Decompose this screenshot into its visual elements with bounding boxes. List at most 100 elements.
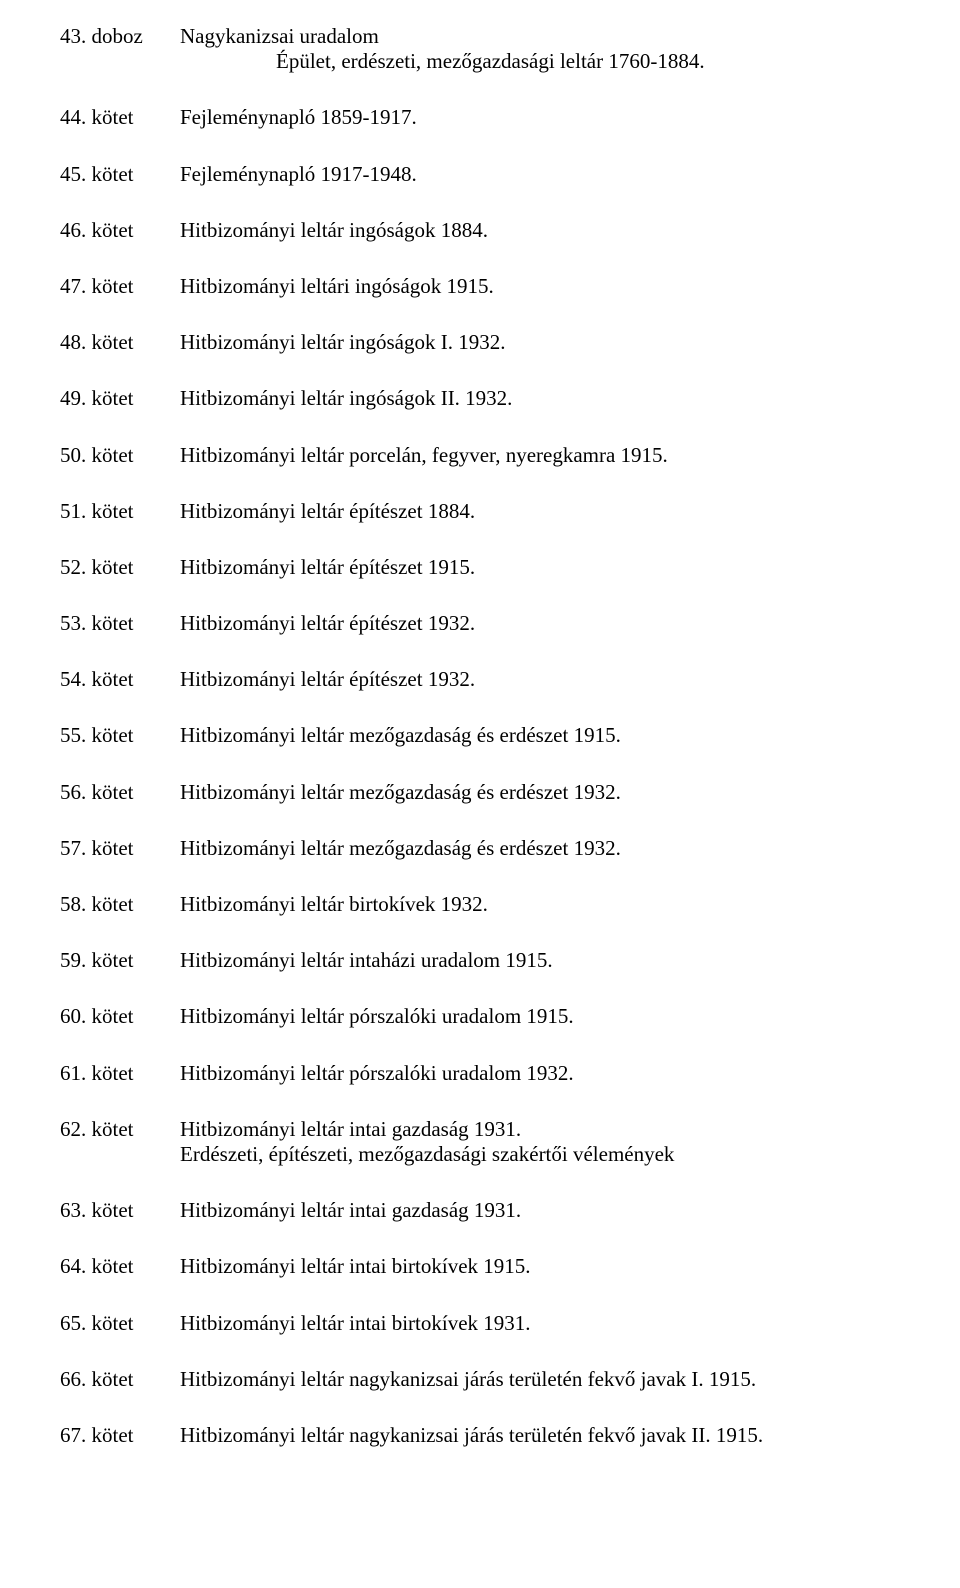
- item-description: Hitbizományi leltár építészet 1932.: [180, 667, 900, 692]
- list-item: 62. kötetHitbizományi leltár intai gazda…: [60, 1117, 900, 1167]
- item-reference: 49. kötet: [60, 386, 180, 411]
- item-description: Nagykanizsai uradalomÉpület, erdészeti, …: [180, 24, 900, 74]
- item-description: Hitbizományi leltár nagykanizsai járás t…: [180, 1423, 900, 1448]
- list-item: 46. kötetHitbizományi leltár ingóságok 1…: [60, 218, 900, 243]
- list-item: 53. kötetHitbizományi leltár építészet 1…: [60, 611, 900, 636]
- item-description: Hitbizományi leltár pórszalóki uradalom …: [180, 1004, 900, 1029]
- item-description-line: Hitbizományi leltári ingóságok 1915.: [180, 274, 900, 299]
- item-reference: 56. kötet: [60, 780, 180, 805]
- list-item: 48. kötetHitbizományi leltár ingóságok I…: [60, 330, 900, 355]
- item-reference: 66. kötet: [60, 1367, 180, 1392]
- list-item: 50. kötetHitbizományi leltár porcelán, f…: [60, 443, 900, 468]
- item-description: Hitbizományi leltár intai birtokívek 193…: [180, 1311, 900, 1336]
- item-description: Hitbizományi leltár intaházi uradalom 19…: [180, 948, 900, 973]
- list-item: 57. kötetHitbizományi leltár mezőgazdasá…: [60, 836, 900, 861]
- item-description-line: Hitbizományi leltár intai birtokívek 193…: [180, 1311, 900, 1336]
- item-reference: 52. kötet: [60, 555, 180, 580]
- item-description-line: Fejleménynapló 1859-1917.: [180, 105, 900, 130]
- item-description: Hitbizományi leltár intai birtokívek 191…: [180, 1254, 900, 1279]
- item-description-line: Hitbizományi leltár nagykanizsai járás t…: [180, 1423, 900, 1448]
- list-item: 47. kötetHitbizományi leltári ingóságok …: [60, 274, 900, 299]
- item-reference: 60. kötet: [60, 1004, 180, 1029]
- item-description: Hitbizományi leltár mezőgazdaság és erdé…: [180, 780, 900, 805]
- item-description: Hitbizományi leltár építészet 1932.: [180, 611, 900, 636]
- item-description: Hitbizományi leltári ingóságok 1915.: [180, 274, 900, 299]
- item-description: Hitbizományi leltár ingóságok 1884.: [180, 218, 900, 243]
- item-description: Hitbizományi leltár ingóságok I. 1932.: [180, 330, 900, 355]
- item-description: Hitbizományi leltár porcelán, fegyver, n…: [180, 443, 900, 468]
- item-description: Hitbizományi leltár intai gazdaság 1931.…: [180, 1117, 900, 1167]
- list-item: 56. kötetHitbizományi leltár mezőgazdasá…: [60, 780, 900, 805]
- item-reference: 59. kötet: [60, 948, 180, 973]
- catalog-list: 43. dobozNagykanizsai uradalomÉpület, er…: [60, 24, 900, 1448]
- item-reference: 65. kötet: [60, 1311, 180, 1336]
- item-description: Hitbizományi leltár építészet 1884.: [180, 499, 900, 524]
- item-description-line: Hitbizományi leltár intai birtokívek 191…: [180, 1254, 900, 1279]
- item-description: Hitbizományi leltár pórszalóki uradalom …: [180, 1061, 900, 1086]
- item-reference: 55. kötet: [60, 723, 180, 748]
- item-reference: 48. kötet: [60, 330, 180, 355]
- item-description-line: Hitbizományi leltár pórszalóki uradalom …: [180, 1061, 900, 1086]
- item-reference: 44. kötet: [60, 105, 180, 130]
- list-item: 44. kötetFejleménynapló 1859-1917.: [60, 105, 900, 130]
- list-item: 51. kötetHitbizományi leltár építészet 1…: [60, 499, 900, 524]
- item-reference: 62. kötet: [60, 1117, 180, 1142]
- list-item: 60. kötetHitbizományi leltár pórszalóki …: [60, 1004, 900, 1029]
- item-description-line: Hitbizományi leltár mezőgazdaság és erdé…: [180, 836, 900, 861]
- list-item: 64. kötetHitbizományi leltár intai birto…: [60, 1254, 900, 1279]
- item-description-line: Hitbizományi leltár ingóságok II. 1932.: [180, 386, 900, 411]
- item-reference: 57. kötet: [60, 836, 180, 861]
- list-item: 43. dobozNagykanizsai uradalomÉpület, er…: [60, 24, 900, 74]
- item-reference: 45. kötet: [60, 162, 180, 187]
- list-item: 58. kötetHitbizományi leltár birtokívek …: [60, 892, 900, 917]
- item-description-line: Hitbizományi leltár építészet 1932.: [180, 667, 900, 692]
- item-reference: 64. kötet: [60, 1254, 180, 1279]
- item-description: Fejleménynapló 1859-1917.: [180, 105, 900, 130]
- item-reference: 46. kötet: [60, 218, 180, 243]
- list-item: 65. kötetHitbizományi leltár intai birto…: [60, 1311, 900, 1336]
- item-description-line: Hitbizományi leltár intai gazdaság 1931.: [180, 1117, 900, 1142]
- item-reference: 50. kötet: [60, 443, 180, 468]
- item-description-line: Hitbizományi leltár mezőgazdaság és erdé…: [180, 780, 900, 805]
- item-reference: 63. kötet: [60, 1198, 180, 1223]
- item-description-line: Hitbizományi leltár építészet 1932.: [180, 611, 900, 636]
- item-description: Hitbizományi leltár nagykanizsai járás t…: [180, 1367, 900, 1392]
- list-item: 45. kötetFejleménynapló 1917-1948.: [60, 162, 900, 187]
- item-reference: 51. kötet: [60, 499, 180, 524]
- item-reference: 67. kötet: [60, 1423, 180, 1448]
- item-description: Hitbizományi leltár építészet 1915.: [180, 555, 900, 580]
- item-reference: 53. kötet: [60, 611, 180, 636]
- item-description-line: Hitbizományi leltár nagykanizsai járás t…: [180, 1367, 900, 1392]
- item-description-line: Hitbizományi leltár porcelán, fegyver, n…: [180, 443, 900, 468]
- item-reference: 54. kötet: [60, 667, 180, 692]
- list-item: 49. kötetHitbizományi leltár ingóságok I…: [60, 386, 900, 411]
- item-description-line: Fejleménynapló 1917-1948.: [180, 162, 900, 187]
- list-item: 66. kötetHitbizományi leltár nagykanizsa…: [60, 1367, 900, 1392]
- item-reference: 47. kötet: [60, 274, 180, 299]
- item-description: Fejleménynapló 1917-1948.: [180, 162, 900, 187]
- item-description-line: Hitbizományi leltár mezőgazdaság és erdé…: [180, 723, 900, 748]
- item-description-line: Hitbizományi leltár birtokívek 1932.: [180, 892, 900, 917]
- item-description-line: Hitbizományi leltár ingóságok I. 1932.: [180, 330, 900, 355]
- list-item: 67. kötetHitbizományi leltár nagykanizsa…: [60, 1423, 900, 1448]
- item-description: Hitbizományi leltár mezőgazdaság és erdé…: [180, 836, 900, 861]
- item-description: Hitbizományi leltár ingóságok II. 1932.: [180, 386, 900, 411]
- list-item: 61. kötetHitbizományi leltár pórszalóki …: [60, 1061, 900, 1086]
- item-description-line: Hitbizományi leltár intai gazdaság 1931.: [180, 1198, 900, 1223]
- item-description-line: Nagykanizsai uradalom: [180, 24, 900, 49]
- list-item: 54. kötetHitbizományi leltár építészet 1…: [60, 667, 900, 692]
- list-item: 55. kötetHitbizományi leltár mezőgazdasá…: [60, 723, 900, 748]
- list-item: 63. kötetHitbizományi leltár intai gazda…: [60, 1198, 900, 1223]
- item-description: Hitbizományi leltár mezőgazdaság és erdé…: [180, 723, 900, 748]
- item-description-line: Hitbizományi leltár építészet 1884.: [180, 499, 900, 524]
- item-description-line: Hitbizományi leltár intaházi uradalom 19…: [180, 948, 900, 973]
- item-reference: 43. doboz: [60, 24, 180, 49]
- item-description-line: Hitbizományi leltár ingóságok 1884.: [180, 218, 900, 243]
- item-description: Hitbizományi leltár intai gazdaság 1931.: [180, 1198, 900, 1223]
- item-description-line: Hitbizományi leltár építészet 1915.: [180, 555, 900, 580]
- item-description-subline: Épület, erdészeti, mezőgazdasági leltár …: [180, 49, 900, 74]
- item-reference: 61. kötet: [60, 1061, 180, 1086]
- item-reference: 58. kötet: [60, 892, 180, 917]
- item-description-line: Erdészeti, építészeti, mezőgazdasági sza…: [180, 1142, 900, 1167]
- item-description-line: Hitbizományi leltár pórszalóki uradalom …: [180, 1004, 900, 1029]
